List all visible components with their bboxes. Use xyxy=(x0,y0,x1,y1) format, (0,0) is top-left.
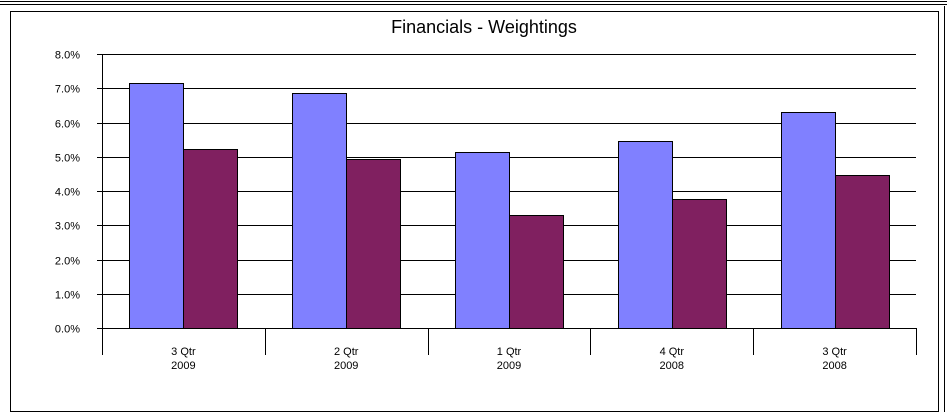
bar-series-2-2 xyxy=(346,159,401,329)
y-tick-label: 5.0% xyxy=(55,153,80,165)
x-tick-label: 3 Qtr xyxy=(171,346,196,358)
bar-series-1-4 xyxy=(618,141,673,329)
bar-series-1-1 xyxy=(129,83,184,329)
axes xyxy=(102,54,917,355)
y-tick-labels: 0.0% 1.0% 2.0% 3.0% 4.0% 5.0% 6.0% 7.0% 8.0% xyxy=(55,50,80,336)
x-tick-label: 1 Qtr xyxy=(497,346,522,358)
x-tick-label: 3 Qtr xyxy=(822,346,847,358)
x-tick-labels: 3 Qtr 2009 2 Qtr 2009 1 Qtr 2009 4 Qtr 2008 3 Qt… xyxy=(171,346,847,372)
y-tick-label: 0.0% xyxy=(55,324,80,336)
y-tick-label: 2.0% xyxy=(55,256,80,268)
x-tick-label: 2009 xyxy=(334,360,358,372)
bar-series-1-3 xyxy=(455,152,510,329)
x-tick-label: 2009 xyxy=(497,360,521,372)
chart-title: Financials - Weightings xyxy=(391,17,577,37)
bar-series-2-5 xyxy=(835,175,890,329)
x-tick-label: 2 Qtr xyxy=(334,346,359,358)
bar-series-2-1 xyxy=(183,149,238,329)
y-tick-label: 3.0% xyxy=(55,221,80,233)
x-tick-label: 2009 xyxy=(171,360,195,372)
bar-series-2-3 xyxy=(509,215,564,329)
x-tick-label: 4 Qtr xyxy=(660,346,685,358)
y-tick-label: 1.0% xyxy=(55,290,80,302)
bar-series-1-2 xyxy=(292,93,347,329)
x-tick-label: 2008 xyxy=(822,360,846,372)
bar-series-2-4 xyxy=(672,199,727,329)
bar-series-1-5 xyxy=(781,112,836,329)
y-tick-label: 8.0% xyxy=(55,50,80,62)
x-tick-label: 2008 xyxy=(660,360,684,372)
y-tick-label: 7.0% xyxy=(55,84,80,96)
y-tick-label: 4.0% xyxy=(55,187,80,199)
bars xyxy=(129,83,890,329)
y-tick-label: 6.0% xyxy=(55,119,80,131)
